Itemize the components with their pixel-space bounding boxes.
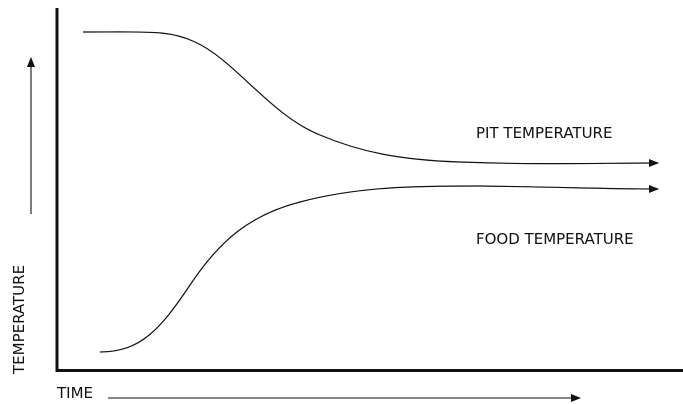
pit-temperature-curve — [82, 31, 659, 168]
pit-temperature-label: PIT TEMPERATURE — [476, 124, 612, 142]
y-axis-label: TEMPERATURE — [10, 265, 28, 375]
x-axis-label: TIME — [56, 384, 93, 402]
food-temperature-label: FOOD TEMPERATURE — [476, 230, 634, 248]
food-temperature-curve — [99, 184, 659, 353]
